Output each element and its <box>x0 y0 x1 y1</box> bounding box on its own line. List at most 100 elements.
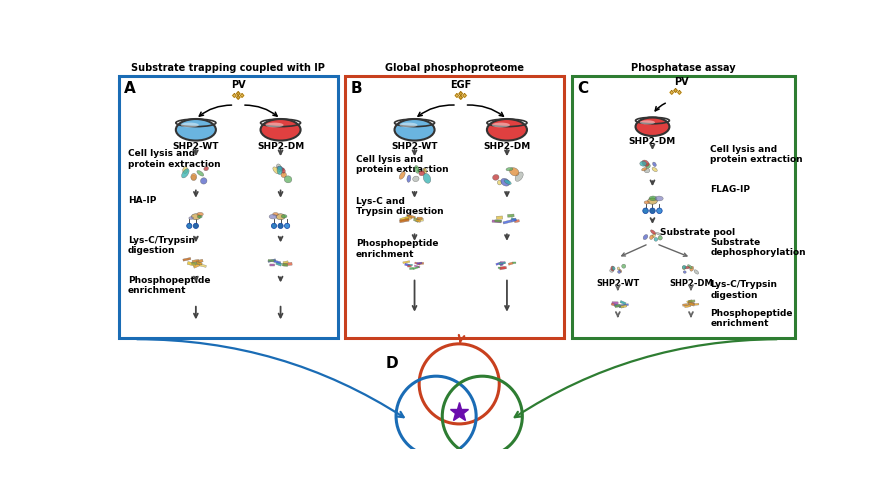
FancyBboxPatch shape <box>688 302 694 305</box>
Ellipse shape <box>197 212 203 216</box>
Ellipse shape <box>652 162 656 166</box>
Ellipse shape <box>192 175 196 180</box>
FancyBboxPatch shape <box>199 264 206 268</box>
Ellipse shape <box>265 122 283 128</box>
FancyBboxPatch shape <box>511 218 516 221</box>
Ellipse shape <box>189 217 194 219</box>
FancyBboxPatch shape <box>495 220 502 222</box>
Ellipse shape <box>655 196 663 201</box>
Text: EGF: EGF <box>450 80 471 90</box>
Ellipse shape <box>277 166 284 170</box>
Text: Substrate
dephosphorylation: Substrate dephosphorylation <box>711 238 806 257</box>
Ellipse shape <box>407 175 411 182</box>
FancyBboxPatch shape <box>503 220 512 224</box>
Ellipse shape <box>501 178 510 186</box>
Circle shape <box>186 223 192 228</box>
FancyBboxPatch shape <box>621 304 628 306</box>
Ellipse shape <box>510 168 519 176</box>
Ellipse shape <box>272 213 279 216</box>
Ellipse shape <box>658 236 662 240</box>
FancyBboxPatch shape <box>500 262 504 264</box>
Polygon shape <box>455 94 459 97</box>
FancyBboxPatch shape <box>183 258 191 261</box>
FancyBboxPatch shape <box>694 303 699 305</box>
FancyBboxPatch shape <box>511 218 517 222</box>
FancyBboxPatch shape <box>407 214 416 219</box>
Ellipse shape <box>487 119 527 141</box>
Text: SHP2-DM: SHP2-DM <box>629 138 676 147</box>
Circle shape <box>285 223 289 228</box>
Ellipse shape <box>182 169 189 178</box>
Ellipse shape <box>284 176 292 183</box>
Text: Lys-C/Trypsin
digestion: Lys-C/Trypsin digestion <box>711 280 777 300</box>
Bar <box>572 76 795 338</box>
FancyBboxPatch shape <box>620 300 626 305</box>
Text: B: B <box>350 81 362 96</box>
FancyBboxPatch shape <box>615 304 621 307</box>
Ellipse shape <box>642 167 647 171</box>
Ellipse shape <box>609 269 614 272</box>
FancyBboxPatch shape <box>688 301 694 304</box>
FancyBboxPatch shape <box>500 264 504 266</box>
FancyBboxPatch shape <box>499 267 506 270</box>
Ellipse shape <box>273 167 280 174</box>
FancyBboxPatch shape <box>495 262 502 265</box>
Ellipse shape <box>694 270 699 274</box>
FancyBboxPatch shape <box>414 265 420 268</box>
Ellipse shape <box>197 215 202 218</box>
Circle shape <box>642 208 649 214</box>
FancyBboxPatch shape <box>403 261 409 264</box>
FancyBboxPatch shape <box>417 262 422 265</box>
FancyBboxPatch shape <box>268 260 276 262</box>
FancyBboxPatch shape <box>507 214 514 217</box>
Polygon shape <box>670 91 674 94</box>
Ellipse shape <box>690 266 694 271</box>
Bar <box>119 76 338 338</box>
Bar <box>345 76 564 338</box>
Polygon shape <box>459 96 462 99</box>
FancyBboxPatch shape <box>513 262 516 264</box>
FancyBboxPatch shape <box>408 265 411 267</box>
Ellipse shape <box>201 178 207 184</box>
Ellipse shape <box>183 167 187 173</box>
Text: SHP2-DM: SHP2-DM <box>483 142 530 151</box>
Polygon shape <box>237 96 240 99</box>
Ellipse shape <box>261 119 300 141</box>
FancyBboxPatch shape <box>415 262 420 265</box>
Text: SHP2-DM: SHP2-DM <box>257 142 304 151</box>
Text: Cell lysis and
protein extraction: Cell lysis and protein extraction <box>128 149 220 169</box>
Ellipse shape <box>612 267 616 270</box>
FancyBboxPatch shape <box>499 262 506 265</box>
Text: SHP2-DM: SHP2-DM <box>669 279 713 288</box>
FancyBboxPatch shape <box>514 220 520 223</box>
Ellipse shape <box>619 269 622 272</box>
FancyBboxPatch shape <box>283 263 292 266</box>
FancyBboxPatch shape <box>413 218 419 222</box>
FancyBboxPatch shape <box>282 263 288 267</box>
Ellipse shape <box>197 170 203 176</box>
Text: SHP2-WT: SHP2-WT <box>392 142 438 151</box>
Text: Cell lysis and
protein extraction: Cell lysis and protein extraction <box>711 145 803 164</box>
Ellipse shape <box>642 160 649 166</box>
Polygon shape <box>463 94 466 97</box>
FancyBboxPatch shape <box>417 218 424 221</box>
Polygon shape <box>459 92 462 96</box>
Ellipse shape <box>394 119 435 141</box>
Ellipse shape <box>515 172 523 181</box>
Ellipse shape <box>652 233 656 237</box>
Ellipse shape <box>649 196 657 201</box>
Circle shape <box>271 223 277 228</box>
FancyBboxPatch shape <box>400 216 409 221</box>
FancyBboxPatch shape <box>192 262 200 265</box>
Text: Global phosphoproteome: Global phosphoproteome <box>385 63 524 73</box>
Ellipse shape <box>423 168 426 174</box>
Polygon shape <box>233 94 236 97</box>
FancyBboxPatch shape <box>196 262 202 265</box>
Ellipse shape <box>504 179 512 184</box>
Text: A: A <box>125 81 136 96</box>
Ellipse shape <box>497 180 502 185</box>
Ellipse shape <box>203 167 209 171</box>
Text: SHP2-WT: SHP2-WT <box>173 142 220 151</box>
Ellipse shape <box>682 266 686 269</box>
Ellipse shape <box>269 214 277 219</box>
